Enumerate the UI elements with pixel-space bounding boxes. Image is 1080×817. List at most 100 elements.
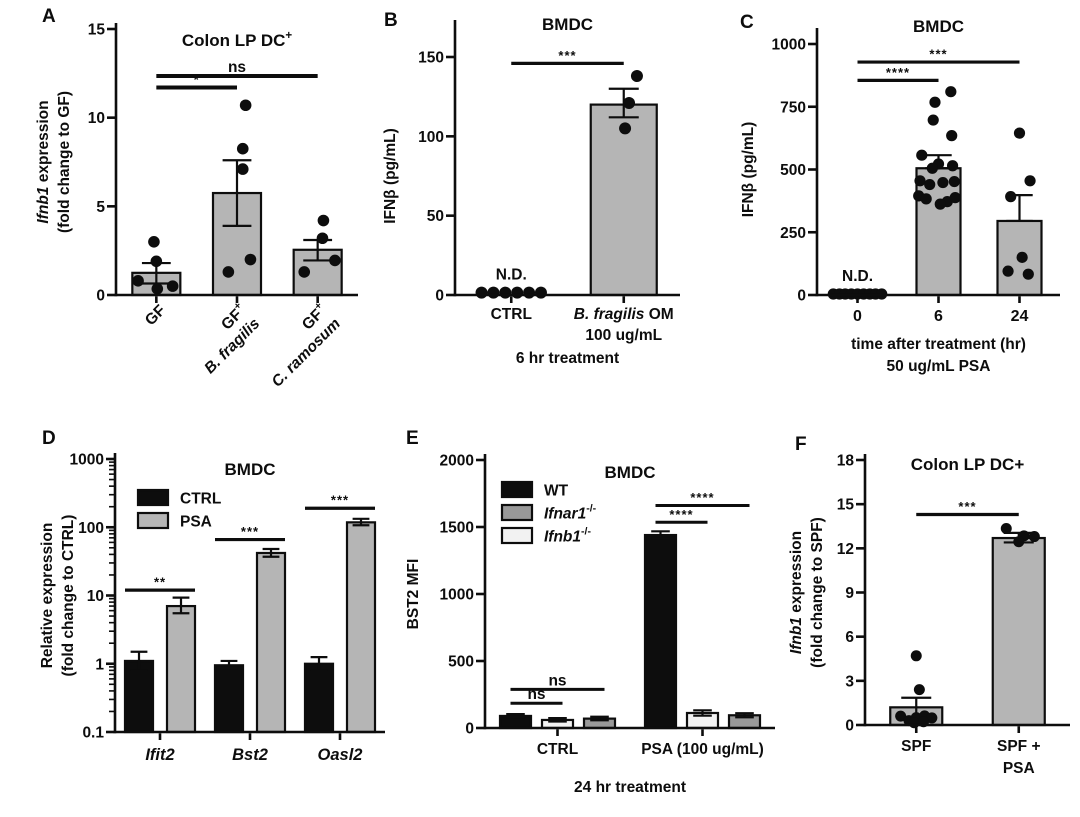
svg-text:CTRL: CTRL xyxy=(537,741,578,758)
svg-text:CTRL: CTRL xyxy=(180,491,221,508)
svg-text:*: * xyxy=(194,72,200,87)
svg-text:GF: GF xyxy=(142,302,169,329)
svg-text:500: 500 xyxy=(780,162,806,179)
svg-text:WT: WT xyxy=(544,483,569,500)
svg-text:****: **** xyxy=(690,490,714,505)
svg-text:15: 15 xyxy=(88,22,106,39)
svg-text:PSA: PSA xyxy=(180,514,212,531)
svg-text:***: *** xyxy=(331,493,349,508)
svg-text:3: 3 xyxy=(845,673,854,690)
svg-text:***: *** xyxy=(241,524,259,539)
svg-text:***: *** xyxy=(958,499,976,514)
svg-text:6 hr treatment: 6 hr treatment xyxy=(516,350,619,367)
svg-text:Colon LP DC+: Colon LP DC+ xyxy=(182,30,293,50)
panel-F-letter: F xyxy=(795,434,807,455)
svg-text:N.D.: N.D. xyxy=(496,267,527,284)
svg-text:Oasl2: Oasl2 xyxy=(318,746,363,764)
svg-text:1000: 1000 xyxy=(440,587,474,604)
svg-text:(fold change to GF): (fold change to GF) xyxy=(56,91,73,233)
svg-text:SPF: SPF xyxy=(901,738,931,755)
panel-C-letter: C xyxy=(740,12,754,33)
svg-text:***: *** xyxy=(929,47,947,62)
svg-text:250: 250 xyxy=(780,225,806,242)
svg-text:0: 0 xyxy=(853,308,862,325)
svg-text:(fold change to CTRL): (fold change to CTRL) xyxy=(60,515,77,677)
svg-text:0: 0 xyxy=(465,721,474,738)
panel-C: C N.D. **** *** 0 250 500 750 1000 0 6 24 time afte… xyxy=(700,0,1080,418)
svg-text:24: 24 xyxy=(1011,308,1029,325)
svg-text:0: 0 xyxy=(435,288,444,305)
svg-text:Ifnb1 expression: Ifnb1 expression xyxy=(788,531,805,654)
svg-text:****: **** xyxy=(886,65,910,80)
svg-text:Ifit2: Ifit2 xyxy=(145,746,174,764)
svg-text:BMDC: BMDC xyxy=(542,15,593,34)
panel-D: D ** *** *** 1000 100 10 1 0.1 Ifit2 Bst2 Oasl2 BMD… xyxy=(30,420,400,817)
svg-text:PSA (100 ug/mL): PSA (100 ug/mL) xyxy=(641,741,764,758)
svg-text:0.1: 0.1 xyxy=(82,725,104,742)
panel-E: E ns ns **** **** 0 500 1000 1500 2000 CTRL PSA (1… xyxy=(390,420,790,817)
panel-A: A * ns 0 5 10 15 GF GF+ B. fragilis GF+ C. ramosum… xyxy=(18,0,370,418)
svg-text:12: 12 xyxy=(837,541,854,558)
panel-B-letter: B xyxy=(384,10,398,31)
svg-text:SPF +: SPF + xyxy=(997,738,1041,755)
svg-text:N.D.: N.D. xyxy=(842,268,873,285)
svg-text:BMDC: BMDC xyxy=(225,460,276,479)
svg-text:CTRL: CTRL xyxy=(491,306,532,323)
svg-text:Ifnb1-/-: Ifnb1-/- xyxy=(544,526,591,546)
svg-text:10: 10 xyxy=(88,110,105,127)
svg-text:Ifnar1-/-: Ifnar1-/- xyxy=(544,503,597,523)
panel-B: B N.D. *** 0 50 100 150 CTRL B. fragilis OM 100 … xyxy=(370,0,700,418)
svg-text:100 ug/mL: 100 ug/mL xyxy=(585,327,662,344)
svg-text:IFNβ (pg/mL): IFNβ (pg/mL) xyxy=(382,128,399,224)
svg-text:9: 9 xyxy=(845,585,854,602)
svg-text:10: 10 xyxy=(87,588,104,605)
svg-text:6: 6 xyxy=(845,629,854,646)
panel-B-chart: N.D. *** 0 50 100 150 CTRL B. fragilis OM 100 ug… xyxy=(382,15,680,367)
svg-text:15: 15 xyxy=(837,497,855,514)
svg-text:time after treatment (hr): time after treatment (hr) xyxy=(851,336,1026,353)
svg-text:150: 150 xyxy=(418,50,444,67)
svg-text:BMDC: BMDC xyxy=(913,17,964,36)
svg-text:BMDC: BMDC xyxy=(605,463,656,482)
svg-text:BST2 MFI: BST2 MFI xyxy=(405,559,422,630)
svg-text:B. fragilis OM: B. fragilis OM xyxy=(574,306,674,323)
svg-text:750: 750 xyxy=(780,99,806,116)
svg-text:IFNβ (pg/mL): IFNβ (pg/mL) xyxy=(740,122,757,218)
svg-text:18: 18 xyxy=(837,453,855,470)
svg-text:0: 0 xyxy=(797,288,806,305)
svg-text:**: ** xyxy=(154,575,166,590)
svg-text:0: 0 xyxy=(845,718,854,735)
svg-text:50: 50 xyxy=(427,208,444,225)
svg-text:1000: 1000 xyxy=(772,37,806,54)
svg-text:1500: 1500 xyxy=(440,520,474,537)
svg-text:ns: ns xyxy=(228,59,246,76)
svg-text:500: 500 xyxy=(448,654,474,671)
svg-text:1: 1 xyxy=(95,656,104,673)
svg-text:1000: 1000 xyxy=(70,452,104,469)
svg-text:ns: ns xyxy=(548,672,566,689)
svg-text:50 ug/mL PSA: 50 ug/mL PSA xyxy=(887,358,991,375)
svg-text:100: 100 xyxy=(78,520,104,537)
svg-text:100: 100 xyxy=(418,129,444,146)
panel-D-letter: D xyxy=(42,428,56,449)
svg-text:0: 0 xyxy=(96,288,105,305)
svg-text:****: **** xyxy=(669,507,693,522)
svg-text:5: 5 xyxy=(96,199,105,216)
svg-text:Bst2: Bst2 xyxy=(232,746,268,764)
svg-text:Ifnb1 expression: Ifnb1 expression xyxy=(35,100,52,223)
svg-text:PSA: PSA xyxy=(1003,760,1035,777)
svg-text:2000: 2000 xyxy=(440,453,474,470)
panel-F: F *** 0 3 6 9 12 15 18 SPF SPF + PSA Colon LP DC+ If… xyxy=(785,420,1080,817)
panel-F-chart: *** 0 3 6 9 12 15 18 SPF SPF + PSA Colon LP DC+ Ifnb… xyxy=(788,453,1070,777)
svg-text:Relative expression: Relative expression xyxy=(39,523,56,669)
svg-text:***: *** xyxy=(558,48,576,63)
panel-E-letter: E xyxy=(406,428,419,449)
svg-text:6: 6 xyxy=(934,308,943,325)
panel-A-letter: A xyxy=(42,6,56,27)
svg-text:Colon LP DC+: Colon LP DC+ xyxy=(911,455,1025,474)
